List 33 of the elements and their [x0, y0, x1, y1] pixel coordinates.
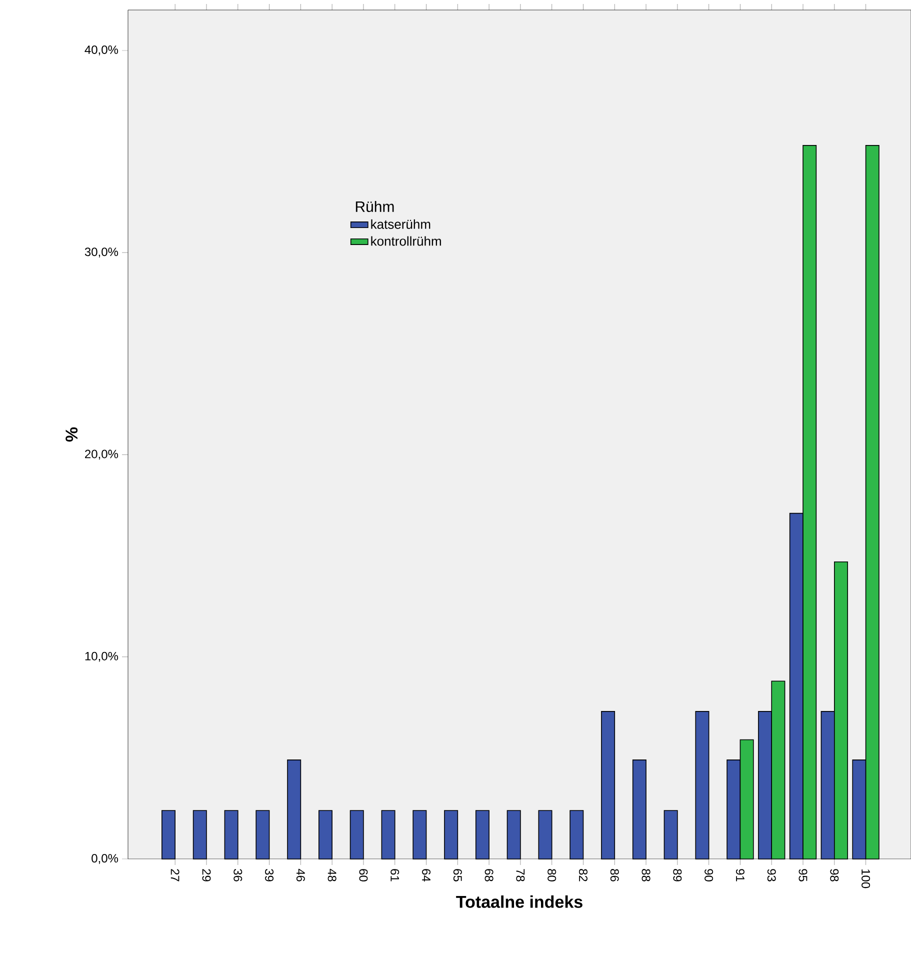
- x-tick-label: 29: [202, 869, 211, 882]
- x-tick-label: 98: [830, 869, 839, 882]
- x-axis-title: Totaalne indeks: [456, 895, 582, 908]
- legend-label: katserühm: [371, 219, 430, 229]
- x-tick-label: 39: [265, 868, 274, 882]
- y-tick-label: 30,0%: [84, 248, 118, 258]
- x-tick-label: 88: [642, 869, 650, 882]
- x-tick-label: 93: [767, 869, 776, 882]
- legend-label: kontrollrühm: [371, 236, 441, 246]
- x-tick-label: 27: [170, 869, 180, 882]
- legend-title: Rühm: [356, 200, 394, 212]
- x-tick-label: 80: [548, 869, 556, 882]
- x-tick-label: 65: [453, 869, 462, 882]
- y-axis-title: %: [66, 427, 78, 442]
- x-tick-label: 86: [610, 869, 619, 882]
- x-tick-label: 82: [579, 869, 588, 882]
- y-tick-label: 0,0%: [92, 854, 118, 864]
- x-tick-label: 61: [390, 869, 400, 882]
- x-tick-label: 91: [736, 869, 744, 882]
- x-tick-label: 78: [516, 869, 525, 882]
- x-tick-label: 90: [704, 869, 714, 882]
- x-tick-label: 60: [359, 869, 368, 882]
- x-tick-label: 46: [296, 868, 305, 882]
- y-tick-label: 10,0%: [85, 652, 118, 662]
- y-tick-label: 20,0%: [85, 450, 118, 460]
- x-tick-label: 48: [328, 868, 336, 882]
- x-tick-label: 36: [234, 868, 242, 882]
- x-tick-label: 89: [673, 869, 682, 882]
- x-tick-label: 68: [484, 869, 494, 882]
- x-tick-label: 100: [862, 869, 870, 888]
- y-tick-label: 40,0%: [84, 45, 118, 56]
- x-tick-label: 95: [798, 869, 808, 882]
- x-tick-label: 64: [422, 869, 431, 882]
